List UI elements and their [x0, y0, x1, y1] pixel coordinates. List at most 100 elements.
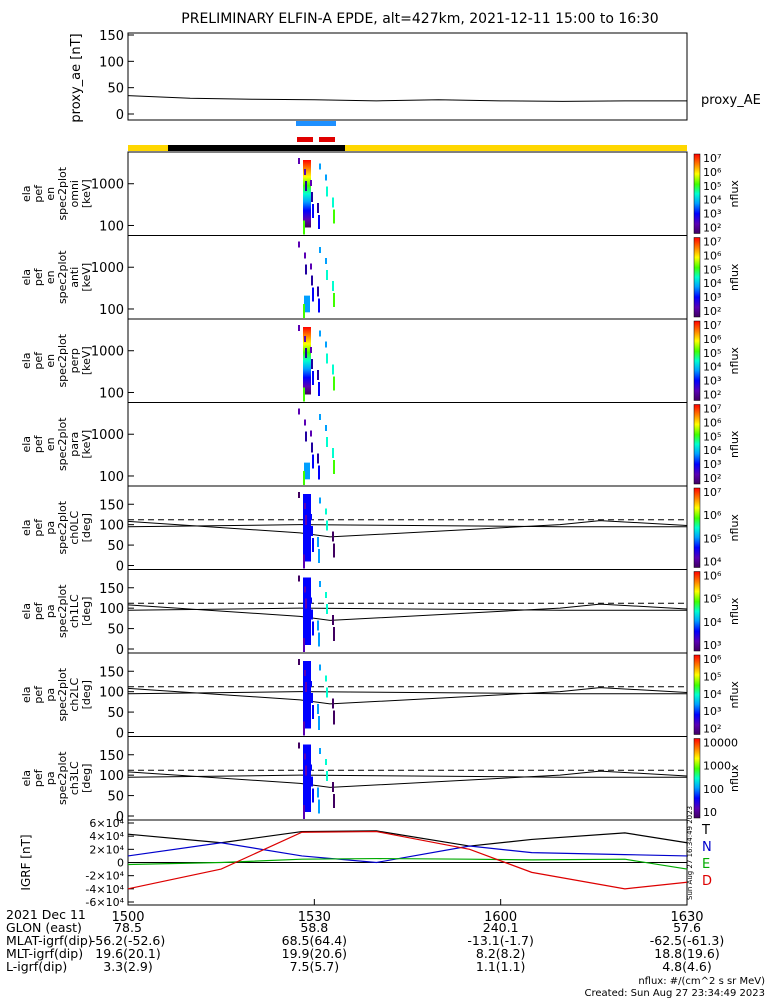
spectrogram-pixel — [310, 180, 312, 186]
panel-frame — [127, 402, 688, 487]
ephemeris-value: 3.3(2.9) — [103, 959, 153, 974]
panel-ylabel: para — [68, 432, 81, 457]
igrf-trace — [127, 830, 688, 890]
spectrogram-panel: ela pef pa spec2plot ch2LC [deg] 0 50 100 150 10² 1… — [20, 652, 741, 742]
panel-ytick-label: 150 — [99, 749, 124, 764]
spectrogram-pixel — [326, 186, 328, 197]
ephemeris-row: MLAT-igrf(dip) -56.2(-52.6) 68.5(64.4) -13.… — [6, 934, 766, 947]
colorbar-tick-label: 10000 — [703, 737, 738, 750]
colorbar-tick-label: 10² — [703, 389, 721, 402]
ephemeris-row-label: MLAT-igrf(dip) — [6, 933, 93, 948]
igrf-ytick-label: 6×10⁴ — [89, 817, 124, 830]
spectrogram-core — [304, 295, 310, 313]
ephemeris-value: -62.5(-61.3) — [649, 933, 725, 948]
colorbar-label: nflux — [728, 347, 741, 375]
spectrogram-pixel — [311, 526, 313, 536]
spectrogram-pixel — [332, 782, 334, 792]
ephemeris-value: 78.5 — [114, 920, 142, 935]
panel-ytick-label: 50 — [107, 706, 124, 721]
colorbar-tick-label: 10⁴ — [703, 361, 722, 374]
spectrogram-pixel — [325, 258, 327, 264]
colorbar — [693, 738, 701, 819]
spectrogram-pixel — [318, 382, 320, 396]
panel-ylabel: pef — [32, 518, 45, 537]
panel-ylabel: spec2plot — [56, 250, 69, 304]
spectrogram-pixel — [312, 788, 314, 803]
spectrogram-pixel — [304, 586, 306, 593]
spectrogram-pixel — [303, 554, 305, 569]
panel-ylabel: ela — [20, 519, 33, 536]
spectrogram-panel: ela pef pa spec2plot ch0LC [deg] 0 50 100 150 10⁴ 1… — [20, 485, 741, 575]
spectrogram-pixel — [317, 286, 319, 297]
spectrogram-pixel — [298, 408, 300, 415]
colorbar-tick-label: 1000 — [703, 760, 731, 773]
panel-ylabel: spec2plot — [56, 417, 69, 471]
igrf-legend-label: E — [702, 857, 710, 872]
panel-ytick-label: 150 — [99, 665, 124, 680]
spectrogram-pixel — [332, 281, 334, 291]
spectrogram-pixel — [326, 604, 328, 614]
igrf-ytick-label: 2×10⁴ — [89, 843, 124, 856]
spectrogram-pixel — [310, 597, 312, 604]
colorbar-tick-label: 10⁴ — [703, 688, 722, 701]
spectrogram-pixel — [326, 353, 328, 364]
panel-ytick-label: 100 — [99, 602, 124, 617]
ephemeris-value: -13.1(-1.7) — [467, 933, 534, 948]
spectrogram-pixel — [317, 537, 319, 547]
time-tick-label: 1530 — [298, 910, 331, 925]
blue-marker — [296, 121, 336, 126]
panel-ylabel: [deg] — [80, 764, 93, 793]
ephemeris-value: 58.8 — [300, 920, 329, 935]
spectrogram-pixel — [298, 659, 300, 665]
spectrogram-pixel — [304, 753, 306, 760]
spectrogram-pixel — [310, 430, 312, 437]
spectrogram-pixel — [304, 419, 306, 426]
colorbar-tick-label: 10⁴ — [703, 444, 722, 457]
loss-cone-line — [127, 770, 688, 788]
spectrogram-pixel — [305, 682, 307, 692]
panel-ylabel: en — [44, 437, 57, 451]
spectrogram-pixel — [326, 520, 328, 531]
panel-ylabel: en — [44, 270, 57, 284]
panel-ylabel: spec2plot — [56, 751, 69, 805]
spectrogram-pixel — [325, 425, 327, 431]
panel-ylabel: pef — [32, 184, 45, 203]
igrf-trace — [127, 842, 688, 864]
panel-ylabel: en — [44, 354, 57, 368]
colorbar — [693, 404, 701, 485]
spectrogram-pixel — [333, 376, 335, 391]
igrf-ytick-label: -2×10⁴ — [85, 870, 124, 883]
spectrogram-pixel — [311, 609, 313, 620]
loss-cone-line — [127, 607, 687, 611]
panel-ytick-label: 100 — [99, 219, 124, 234]
panel-ylabel: [deg] — [80, 513, 93, 542]
spectrogram-pixel — [298, 325, 300, 331]
colorbar-tick-label: 10⁵ — [703, 670, 721, 683]
panel-ytick-label: 100 — [99, 386, 124, 401]
panel-ytick-label: 100 — [99, 470, 124, 485]
loss-cone-line — [127, 603, 688, 621]
panel-ylabel: pa — [44, 771, 57, 785]
panel-ylabel: ela — [20, 686, 33, 703]
spectrogram-pixel — [317, 203, 319, 213]
colorbar-tick-label: 10⁴ — [703, 556, 722, 569]
ephemeris-value: 68.5(64.4) — [281, 933, 348, 948]
spectrogram-pixel — [333, 543, 335, 558]
spectrogram-pixel — [304, 503, 306, 509]
colorbar-label: nflux — [728, 514, 741, 542]
spectrogram-pixel — [305, 765, 307, 776]
panel-frame — [127, 318, 688, 403]
panel-ytick-label: 150 — [99, 498, 124, 513]
colorbar-tick-label: 10⁷ — [703, 152, 721, 165]
panel-ylabel: spec2plot — [56, 333, 69, 387]
ephemeris-row: MLT-igrf(dip) 19.6(20.1) 19.9(20.6) 8.2(8.2… — [6, 947, 766, 960]
panel-ylabel: ela — [20, 269, 33, 286]
spectrogram-pixel — [319, 330, 321, 337]
ephemeris-value: 240.1 — [482, 920, 519, 935]
colorbar-label: nflux — [728, 597, 741, 625]
panel-frame — [127, 736, 688, 821]
panel-frame — [127, 569, 688, 654]
panel-ylabel: pef — [32, 685, 45, 704]
